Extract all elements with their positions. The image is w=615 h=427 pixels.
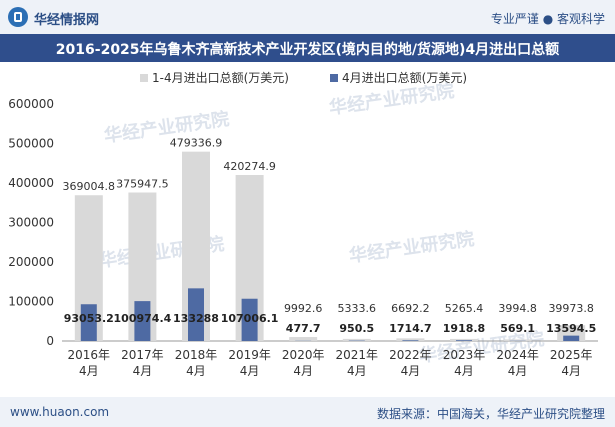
label-total-1: 369004.8 [63,180,116,193]
bar-april-1 [80,304,97,341]
x-tick-year-1: 2016年 [68,348,111,362]
y-tick-0: 0 [46,334,54,348]
label-april-7: 1714.7 [389,322,431,335]
site-url: www.huaon.com [10,405,110,419]
x-tick-year-10: 2025年 [550,348,593,362]
label-total-4: 420274.9 [223,160,276,173]
label-total-7: 6692.2 [391,302,430,315]
x-tick-year-7: 2022年 [389,348,432,362]
legend-swatch-2 [330,74,338,82]
footer-bar: www.huaon.com 数据来源：中国海关，华经产业研究院整理 [0,397,615,427]
label-april-3: 133288 [173,312,219,325]
x-tick-year-5: 2020年 [282,348,325,362]
label-april-4: 107006.1 [221,312,279,325]
x-tick-year-9: 2024年 [496,348,539,362]
bar-total-9 [503,339,532,341]
x-tick-year-2: 2017年 [121,348,164,362]
bar-april-8 [456,340,472,341]
y-tick-400000: 400000 [8,176,54,190]
label-april-1: 93053.2 [64,312,114,325]
label-april-10: 13594.5 [546,322,596,335]
label-total-10: 39973.8 [548,302,594,315]
bar-april-10 [563,335,580,341]
brand-name: 华经情报网 [34,13,100,28]
bar-april-2 [134,301,151,341]
y-tick-600000: 600000 [8,97,54,111]
tagline: 专业严谨 ● 客观科学 [490,12,605,26]
label-april-6: 950.5 [339,322,374,335]
label-total-6: 5333.6 [338,302,377,315]
legend-swatch-1 [140,74,148,82]
y-tick-500000: 500000 [8,137,54,151]
bar-total-8 [450,338,478,341]
label-total-5: 9992.6 [284,302,323,315]
chart-title: 2016-2025年乌鲁木齐高新技术产业开发区(境内目的地/货源地)4月进出口总… [55,42,560,58]
bar-april-7 [402,340,419,341]
title-bar: 2016-2025年乌鲁木齐高新技术产业开发区(境内目的地/货源地)4月进出口总… [0,34,615,62]
y-tick-300000: 300000 [8,216,54,230]
x-tick-year-8: 2023年 [443,348,486,362]
data-source: 数据来源：中国海关，华经产业研究院整理 [376,407,605,421]
x-tick-year-3: 2018年 [175,348,218,362]
brand-logo-icon [8,7,28,27]
label-april-9: 569.1 [500,322,535,335]
y-tick-200000: 200000 [8,255,54,269]
x-tick-month-5: 4月 [293,364,313,378]
label-april-8: 1918.8 [443,322,485,335]
watermark-2: 华经产业研究院 [348,228,476,267]
bar-total-6 [342,338,371,341]
y-tick-100000: 100000 [8,295,54,309]
label-total-3: 479336.9 [170,137,223,150]
x-tick-month-8: 4月 [454,364,474,378]
x-tick-month-10: 4月 [561,364,581,378]
label-total-9: 3994.8 [498,302,537,315]
x-tick-year-6: 2021年 [336,348,379,362]
legend-label-1: 1-4月进出口总额(万美元) [152,71,289,85]
x-tick-month-9: 4月 [508,364,528,378]
watermark-0: 华经产业研究院 [328,80,456,119]
x-tick-month-2: 4月 [133,364,153,378]
bar-total-5 [289,337,318,341]
bar-total-7 [396,338,425,341]
x-tick-month-4: 4月 [240,364,260,378]
bar-chart: 华经产业研究院华经产业研究院华经产业研究院华经产业研究院华经产业研究院1-4月进… [8,71,598,378]
label-april-2: 100974.4 [114,312,172,325]
label-total-8: 5265.4 [445,302,484,315]
x-tick-month-1: 4月 [79,364,99,378]
x-tick-month-7: 4月 [401,364,421,378]
label-april-5: 477.7 [286,322,321,335]
x-tick-year-4: 2019年 [228,348,271,362]
x-tick-month-3: 4月 [186,364,206,378]
bar-april-3 [188,288,204,341]
bar-april-4 [241,298,258,341]
label-total-2: 375947.5 [116,178,169,191]
top-bar: 华经情报网 专业严谨 ● 客观科学 [0,0,615,34]
legend-label-2: 4月进出口总额(万美元) [342,71,467,85]
x-tick-month-6: 4月 [347,364,367,378]
